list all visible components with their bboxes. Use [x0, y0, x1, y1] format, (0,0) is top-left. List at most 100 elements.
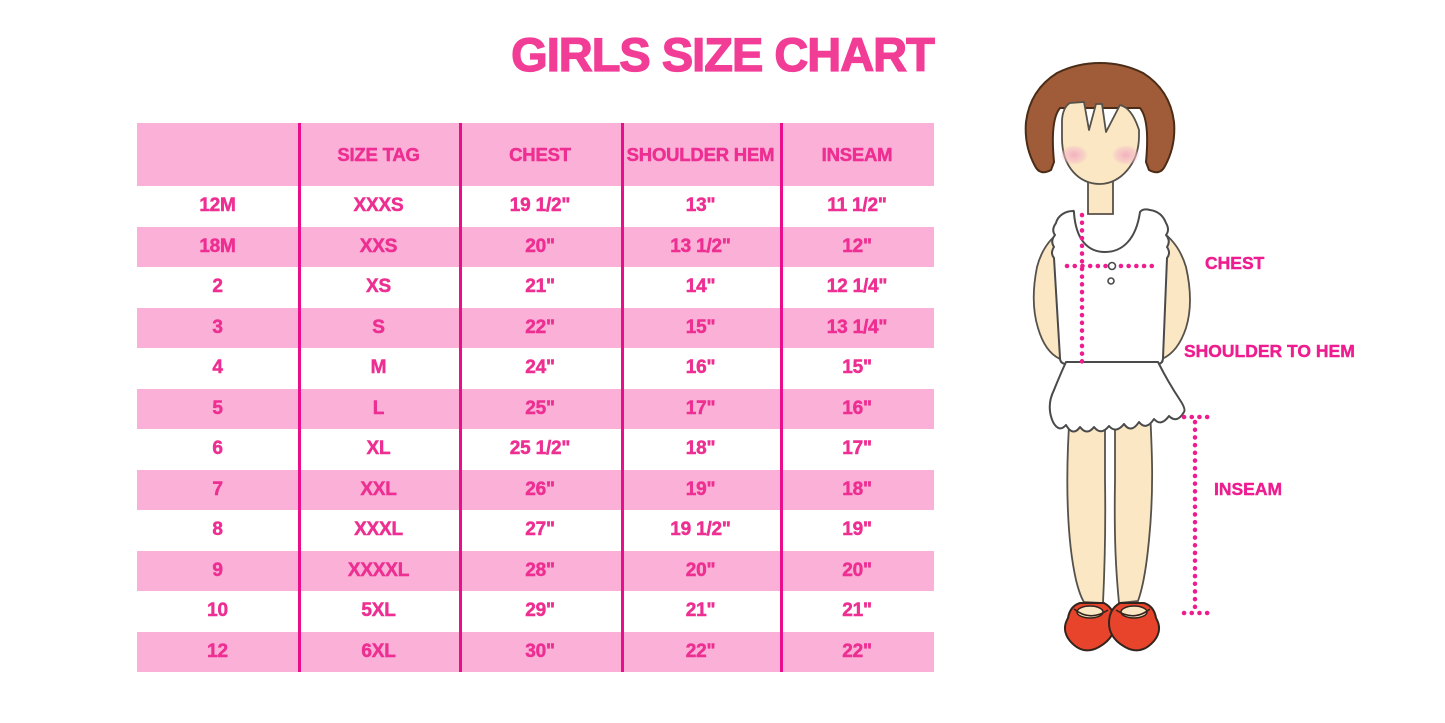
- hair: [1024, 62, 1176, 174]
- table-cell: 16": [842, 397, 872, 419]
- table-cell: XXXS: [353, 195, 404, 217]
- cheek-right: [1112, 145, 1140, 165]
- table-cell: 22": [685, 640, 716, 662]
- table-cell: 20": [525, 235, 555, 257]
- table-cell: 27": [525, 519, 555, 541]
- table-cell: 13 1/2": [670, 235, 731, 257]
- table-row: 12M XXXS 19 1/2" 13" 11 1/2": [137, 186, 934, 227]
- blouse-button-top: [1107, 261, 1117, 271]
- table-cell: S: [372, 316, 385, 338]
- right-shoe-strap: [1115, 608, 1151, 617]
- table-row: 8 XXXL 27" 19 1/2" 19": [137, 510, 934, 551]
- table-cell: 15": [685, 316, 716, 338]
- table-cell: 2: [212, 276, 223, 298]
- chest-label: CHEST: [1205, 253, 1265, 273]
- table-cell: 22": [525, 316, 555, 338]
- face: [1061, 101, 1140, 185]
- table-cell: 12: [207, 640, 228, 662]
- table-cell: 9: [212, 559, 223, 581]
- column-divider: [298, 123, 301, 672]
- inseam-label: INSEAM: [1214, 479, 1283, 499]
- header-cell: CHEST: [509, 143, 571, 165]
- table-cell: 19 1/2": [670, 519, 731, 541]
- table-cell: 18": [685, 438, 716, 460]
- table-cell: 17": [842, 438, 872, 460]
- table-cell: 7: [212, 478, 223, 500]
- table-cell: 21": [685, 600, 716, 622]
- table-cell: 13 1/4": [826, 316, 888, 338]
- table-row: 2 XS 21" 14" 12 1/4": [137, 267, 934, 308]
- blouse: [1051, 208, 1170, 365]
- table-cell: 20": [685, 559, 716, 581]
- girl-figure-svg: [1024, 62, 1211, 652]
- table-cell: 24": [525, 357, 555, 379]
- table-cell: 12": [842, 235, 872, 257]
- table-cell: XXXXL: [347, 559, 410, 581]
- table-row: 18M XXS 20" 13 1/2" 12": [137, 226, 934, 267]
- table-cell: 8: [212, 519, 223, 541]
- table-cell: 5: [212, 397, 223, 419]
- table-cell: 4: [212, 357, 223, 379]
- table-cell: 19": [685, 478, 716, 500]
- table-row: 10 5XL 29" 21" 21": [137, 591, 934, 632]
- girl-illustration: [1010, 60, 1211, 675]
- left-shoe-strap: [1073, 608, 1109, 617]
- table-cell: 12 1/4": [826, 276, 888, 298]
- shoulder-to-hem-label: SHOULDER TO HEM: [1184, 341, 1355, 361]
- table-cell: 26": [525, 478, 555, 500]
- header-cell: SIZE TAG: [337, 143, 420, 165]
- table-cell: XXL: [360, 478, 397, 500]
- table-cell: M: [370, 357, 387, 379]
- table-cell: XXXL: [354, 519, 404, 541]
- table-cell: 14": [685, 276, 716, 298]
- table-cell: 3: [212, 316, 223, 338]
- table-cell: 5XL: [361, 600, 396, 622]
- table-row: 6 XL 25 1/2" 18" 17": [137, 429, 934, 470]
- table-cell: 25": [525, 397, 555, 419]
- column-divider: [780, 123, 783, 672]
- table-row: 5 L 25" 17" 16": [137, 388, 934, 429]
- table-row: 9 XXXXL 28" 20" 20": [137, 550, 934, 591]
- table-cell: 15": [842, 357, 872, 379]
- header-cell: INSEAM: [821, 143, 893, 165]
- table-cell: 18M: [199, 235, 236, 257]
- table-cell: 21": [842, 600, 872, 622]
- table-cell: 10: [207, 600, 228, 622]
- table-cell: 22": [842, 640, 872, 662]
- table-header-row: SIZE TAG CHEST SHOULDER HEM INSEAM: [137, 123, 934, 186]
- left-leg: [1066, 409, 1107, 604]
- table-cell: 11 1/2": [827, 195, 887, 217]
- table-row: 12 6XL 30" 22" 22": [137, 631, 934, 672]
- table-cell: L: [372, 397, 385, 419]
- table-cell: 28": [525, 559, 555, 581]
- table-cell: 21": [525, 276, 555, 298]
- table-cell: 6: [212, 438, 223, 460]
- table-cell: 19": [842, 519, 872, 541]
- table-cell: 19 1/2": [509, 195, 571, 217]
- table-cell: 29": [525, 600, 555, 622]
- column-divider: [459, 123, 462, 672]
- table-cell: 6XL: [361, 640, 396, 662]
- table-cell: XL: [366, 438, 391, 460]
- table-cell: 12M: [199, 195, 236, 217]
- table-row: 7 XXL 26" 19" 18": [137, 469, 934, 510]
- table-cell: 13": [685, 195, 716, 217]
- table-cell: 20": [842, 559, 872, 581]
- column-divider: [621, 123, 624, 672]
- header-cell: SHOULDER HEM: [626, 143, 775, 165]
- blouse-button-bottom: [1107, 277, 1115, 285]
- size-chart-table: SIZE TAG CHEST SHOULDER HEM INSEAM 12M XXXS 19…: [137, 123, 934, 672]
- table-cell: 25 1/2": [509, 438, 571, 460]
- table-cell: XXS: [359, 235, 398, 257]
- skirt: [1048, 361, 1186, 433]
- table-cell: 30": [525, 640, 555, 662]
- cheek-left: [1060, 145, 1088, 165]
- table-cell: 16": [685, 357, 716, 379]
- header-cell: [137, 123, 298, 186]
- table-row: 3 S 22" 15" 13 1/4": [137, 307, 934, 348]
- page-title: GIRLS SIZE CHART: [511, 27, 936, 81]
- table-cell: 17": [685, 397, 716, 419]
- right-leg: [1113, 409, 1154, 604]
- table-cell: XS: [366, 276, 392, 298]
